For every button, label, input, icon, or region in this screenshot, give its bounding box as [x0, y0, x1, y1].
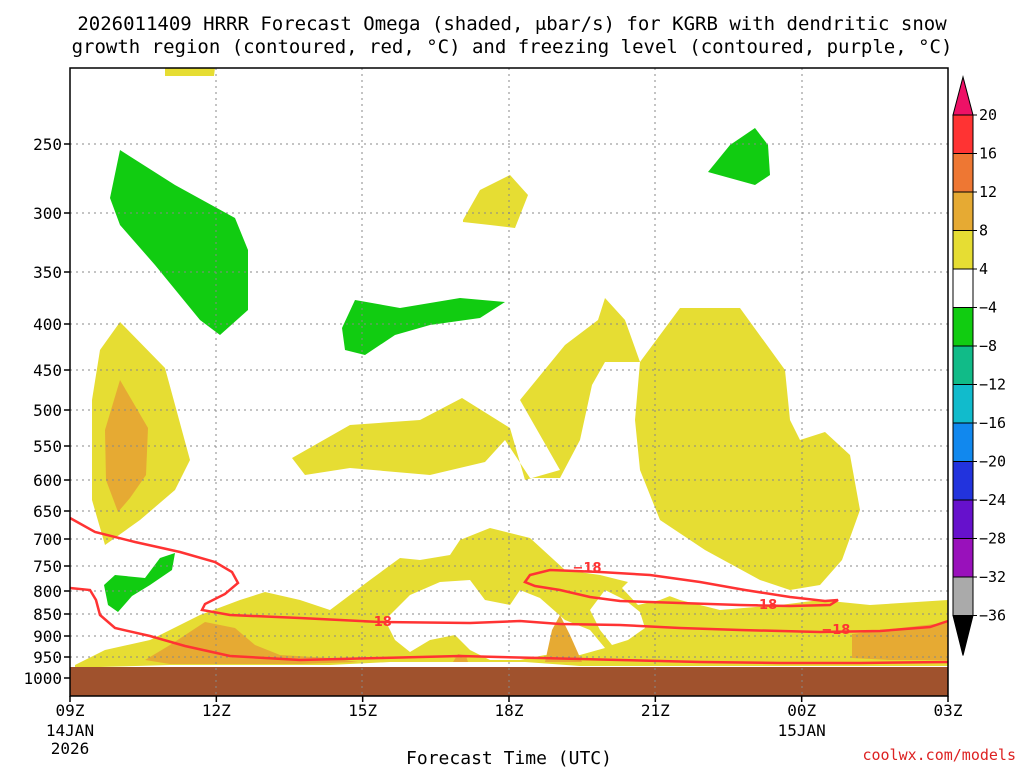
dgz-contour-labels: −18 −18 −18 −18 — [363, 561, 850, 638]
dgz-contour-line — [69, 516, 949, 634]
omega-moderate-region — [145, 622, 358, 664]
colorbar-label: −16 — [979, 414, 1006, 432]
colorbar-label: −32 — [979, 568, 1006, 586]
omega-negative-region — [708, 128, 770, 185]
omega-shading — [75, 68, 948, 667]
x-tick-label: 03Z — [934, 701, 963, 720]
y-tick-label: 800 — [33, 582, 62, 601]
colorbar-swatch — [952, 307, 974, 347]
omega-moderate-region — [545, 615, 582, 662]
y-tick-label: 900 — [33, 627, 62, 646]
colorbar-label: 8 — [979, 222, 988, 240]
colorbar-label: −24 — [979, 491, 1006, 509]
colorbar-swatch — [952, 230, 974, 270]
colorbar-label: −28 — [979, 530, 1006, 548]
omega-positive-region — [75, 528, 948, 667]
colorbar-swatch — [952, 576, 974, 616]
dgz-contour-line — [523, 568, 839, 608]
x-tick-label: 21Z — [641, 701, 670, 720]
omega-negative-region — [104, 553, 175, 612]
colorbar-swatch — [952, 384, 974, 424]
contour-label: −18 — [748, 598, 777, 613]
x-tick-label: 15Z — [348, 701, 377, 720]
colorbar-swatch — [952, 153, 974, 193]
colorbar-swatch — [952, 499, 974, 539]
y-tick-label: 1000 — [23, 669, 62, 688]
colorbar-swatch — [952, 422, 974, 462]
x-tick-label: 09Z — [56, 701, 85, 720]
y-tick-label: 450 — [33, 361, 62, 380]
chart-title-line1: 2026011409 HRRR Forecast Omega (shaded, … — [77, 13, 947, 35]
x-tick-label: 00Z — [787, 701, 816, 720]
x-tick-sublabel: 15JAN — [778, 721, 826, 740]
omega-positive-region — [165, 68, 215, 76]
x-tick-label: 18Z — [495, 701, 524, 720]
colorbar-swatch — [952, 75, 974, 116]
x-axis-label: Forecast Time (UTC) — [406, 748, 612, 768]
omega-positive-region — [635, 308, 860, 590]
colorbar-label: −4 — [979, 299, 997, 317]
x-tick-sublabel: 14JAN — [46, 721, 94, 740]
colorbar: 20 16 12 8 4 −4 −8 −12 −16 −20 −24 −28 −32 −36 — [952, 75, 1006, 656]
colorbar-label: −8 — [979, 337, 997, 355]
y-tick-label: 950 — [33, 648, 62, 667]
colorbar-swatch — [952, 538, 974, 578]
colorbar-label: 20 — [979, 106, 997, 124]
omega-moderate-region — [105, 380, 148, 512]
y-tick-label: 700 — [33, 530, 62, 549]
chart-title-line2: growth region (contoured, red, °C) and f… — [72, 36, 953, 58]
x-tick-sublabel: 2026 — [51, 739, 90, 758]
y-tick-label: 600 — [33, 471, 62, 490]
colorbar-swatch — [952, 114, 974, 154]
y-tick-label: 550 — [33, 437, 62, 456]
omega-positive-region — [292, 298, 640, 480]
omega-neutral-hole — [590, 590, 645, 645]
contour-label: −18 — [573, 561, 602, 576]
colorbar-swatch — [952, 191, 974, 231]
y-tick-label: 850 — [33, 605, 62, 624]
credit-text: coolwx.com/models — [862, 746, 1016, 764]
y-tick-label: 500 — [33, 401, 62, 420]
colorbar-label: −12 — [979, 376, 1006, 394]
omega-negative-region — [342, 298, 505, 355]
contour-label: −18 — [821, 623, 850, 638]
dgz-contour-line — [69, 586, 949, 665]
y-tick-label: 750 — [33, 557, 62, 576]
colorbar-label: −36 — [979, 607, 1006, 625]
dgz-contours — [69, 516, 949, 665]
colorbar-label: 12 — [979, 183, 997, 201]
y-tick-label: 650 — [33, 502, 62, 521]
colorbar-swatch — [952, 615, 974, 656]
contour-label: −18 — [363, 615, 392, 630]
y-tick-label: 400 — [33, 315, 62, 334]
y-axis: 250 300 350 400 450 500 550 600 650 700 750 800 850 9… — [23, 135, 70, 688]
omega-neutral-hole — [622, 570, 680, 605]
colorbar-swatch — [952, 461, 974, 501]
colorbar-swatch — [952, 268, 974, 308]
y-tick-label: 350 — [33, 263, 62, 282]
y-tick-label: 250 — [33, 135, 62, 154]
x-tick-label: 12Z — [202, 701, 231, 720]
omega-negative-region — [110, 150, 248, 335]
colorbar-swatch — [952, 345, 974, 385]
colorbar-label: 16 — [979, 145, 997, 163]
colorbar-label: −20 — [979, 453, 1006, 471]
omega-positive-region — [463, 175, 528, 228]
colorbar-label: 4 — [979, 260, 988, 278]
y-tick-label: 300 — [33, 204, 62, 223]
